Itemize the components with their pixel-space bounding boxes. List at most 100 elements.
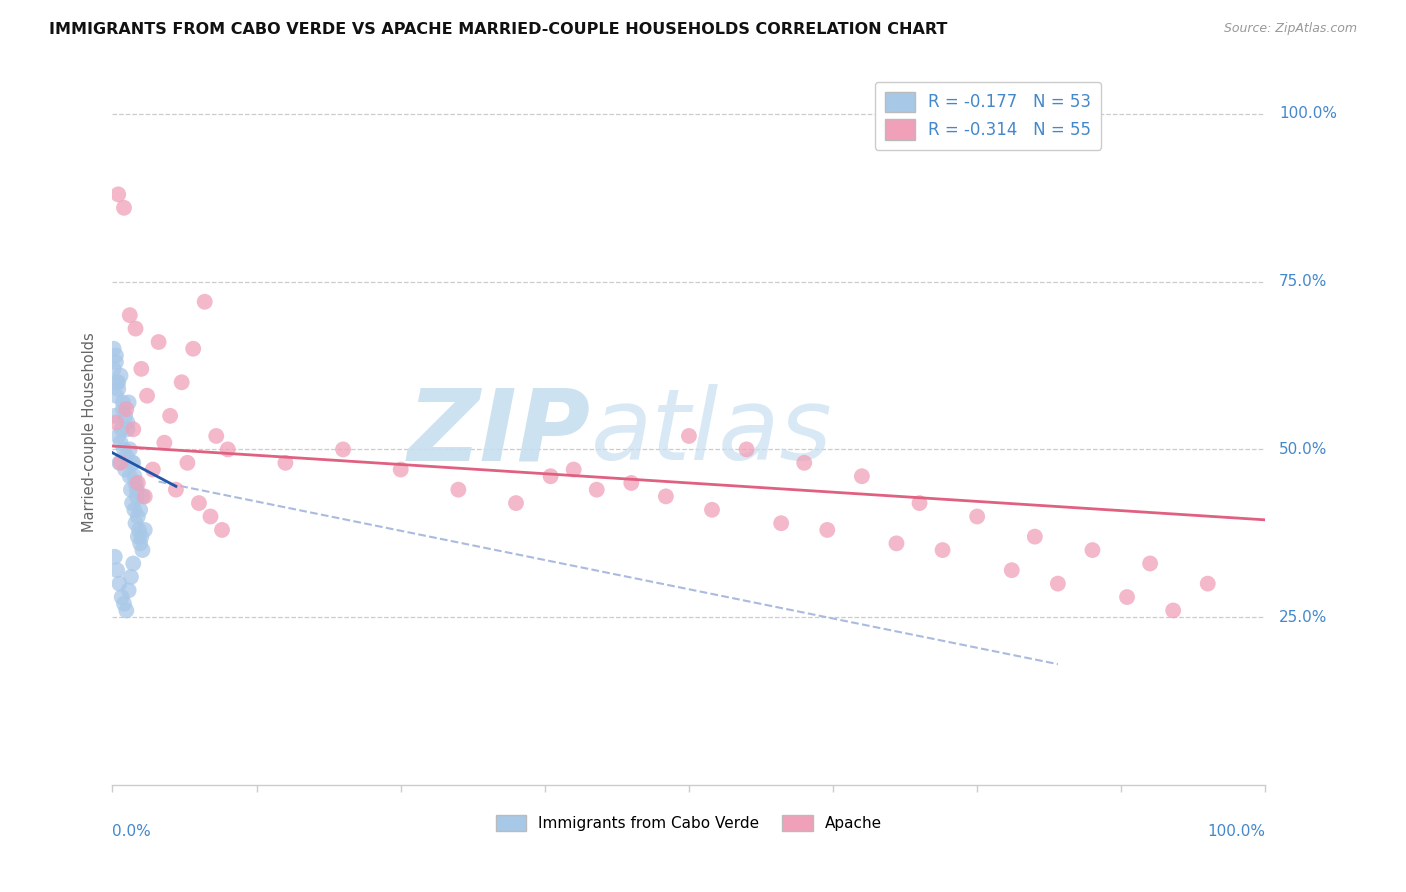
Text: 25.0%: 25.0% <box>1279 609 1327 624</box>
Point <box>118 442 141 457</box>
Point <box>194 294 217 309</box>
Point <box>103 362 125 376</box>
Point <box>121 496 143 510</box>
Point <box>125 489 148 503</box>
Point <box>211 523 233 537</box>
Point <box>107 382 129 396</box>
Point <box>176 456 198 470</box>
Point <box>111 395 134 409</box>
Point <box>112 442 135 457</box>
Point <box>111 590 134 604</box>
Point <box>136 389 159 403</box>
Point <box>105 376 128 390</box>
Point <box>127 475 149 490</box>
Point <box>112 597 135 611</box>
Point <box>1001 563 1024 577</box>
Point <box>886 536 908 550</box>
Point <box>181 342 204 356</box>
Text: IMMIGRANTS FROM CABO VERDE VS APACHE MARRIED-COUPLE HOUSEHOLDS CORRELATION CHART: IMMIGRANTS FROM CABO VERDE VS APACHE MAR… <box>49 22 948 37</box>
Point <box>188 496 211 510</box>
Point <box>389 462 412 476</box>
Point <box>122 456 145 470</box>
Point <box>127 530 149 544</box>
Point <box>620 475 643 490</box>
Point <box>1139 557 1161 571</box>
Point <box>110 456 132 470</box>
Point <box>447 483 470 497</box>
Legend: Immigrants from Cabo Verde, Apache: Immigrants from Cabo Verde, Apache <box>489 809 889 838</box>
Point <box>205 429 228 443</box>
Point <box>908 496 931 510</box>
Point <box>124 475 146 490</box>
Point <box>118 308 141 322</box>
Y-axis label: Married-couple Households: Married-couple Households <box>82 333 97 533</box>
Point <box>104 355 127 369</box>
Point <box>678 429 700 443</box>
Point <box>114 462 136 476</box>
Point <box>585 483 607 497</box>
Point <box>153 435 176 450</box>
Point <box>104 389 127 403</box>
Point <box>125 483 148 497</box>
Point <box>129 530 153 544</box>
Point <box>112 201 135 215</box>
Point <box>114 409 136 423</box>
Point <box>217 442 239 457</box>
Point <box>124 321 146 335</box>
Point <box>170 376 193 390</box>
Point <box>127 509 149 524</box>
Point <box>793 456 815 470</box>
Point <box>851 469 873 483</box>
Point <box>735 442 758 457</box>
Point <box>505 496 527 510</box>
Text: ZIP: ZIP <box>408 384 591 481</box>
Point <box>120 483 142 497</box>
Point <box>110 435 132 450</box>
Point <box>131 543 153 558</box>
Point <box>200 509 222 524</box>
Point <box>131 489 153 503</box>
Point <box>770 516 793 531</box>
Point <box>1197 576 1219 591</box>
Point <box>128 523 150 537</box>
Point <box>108 456 131 470</box>
Point <box>104 348 127 362</box>
Point <box>110 368 132 383</box>
Point <box>117 422 139 436</box>
Text: atlas: atlas <box>591 384 832 481</box>
Point <box>108 576 131 591</box>
Point <box>931 543 953 558</box>
Point <box>1024 530 1046 544</box>
Point <box>700 503 723 517</box>
Text: 75.0%: 75.0% <box>1279 274 1327 289</box>
Point <box>134 489 156 503</box>
Point <box>966 509 988 524</box>
Point <box>117 583 139 598</box>
Point <box>118 469 141 483</box>
Point <box>111 402 134 417</box>
Point <box>1116 590 1139 604</box>
Point <box>1161 603 1184 617</box>
Point <box>124 469 146 483</box>
Point <box>165 483 187 497</box>
Point <box>148 334 170 349</box>
Point <box>103 342 125 356</box>
Point <box>129 536 152 550</box>
Text: 0.0%: 0.0% <box>112 823 152 838</box>
Point <box>104 416 127 430</box>
Point <box>105 563 128 577</box>
Point <box>115 449 138 463</box>
Point <box>111 422 134 436</box>
Point <box>122 422 145 436</box>
Point <box>115 603 138 617</box>
Text: 100.0%: 100.0% <box>1279 106 1337 121</box>
Point <box>124 503 146 517</box>
Point <box>540 469 562 483</box>
Text: 100.0%: 100.0% <box>1208 823 1265 838</box>
Point <box>332 442 354 457</box>
Point <box>1081 543 1104 558</box>
Point <box>142 462 165 476</box>
Point <box>1046 576 1069 591</box>
Point <box>124 516 146 531</box>
Point <box>117 416 139 430</box>
